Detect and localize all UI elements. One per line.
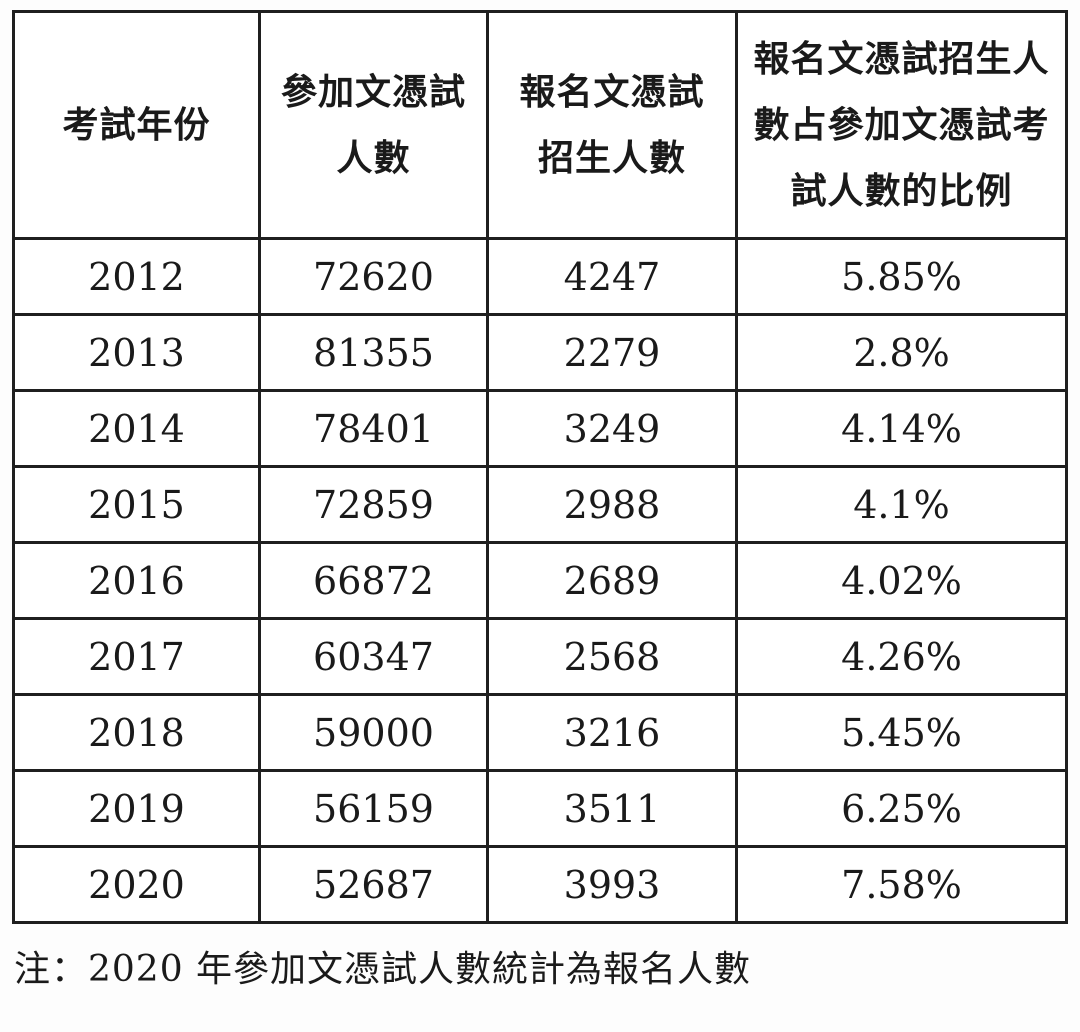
cell-applicants: 4247 xyxy=(486,237,738,316)
header-line: 參加文憑試 xyxy=(280,71,466,113)
header-line: 報名文憑試 xyxy=(519,71,705,113)
header-line: 招生人數 xyxy=(537,137,686,179)
document-page: 考試年份 參加文憑試 人數 報名文憑試 招生人數 報名文憑試招生人 數占參加文憑… xyxy=(0,10,1080,1032)
cell-applicants: 3216 xyxy=(486,693,738,772)
cell-candidates: 72620 xyxy=(258,237,489,316)
cell-candidates: 60347 xyxy=(258,617,489,696)
cell-ratio: 5.45% xyxy=(735,693,1068,772)
cell-candidates: 81355 xyxy=(258,313,489,392)
table-row: 2014 78401 3249 4.14% xyxy=(12,389,1068,468)
cell-applicants: 3511 xyxy=(486,769,738,848)
table-row: 2018 59000 3216 5.45% xyxy=(12,693,1068,772)
cell-applicants: 3993 xyxy=(486,845,738,924)
table-row: 2016 66872 2689 4.02% xyxy=(12,541,1068,620)
cell-ratio: 4.02% xyxy=(735,541,1068,620)
cell-candidates: 59000 xyxy=(258,693,489,772)
cell-applicants: 2279 xyxy=(486,313,738,392)
cell-ratio: 4.14% xyxy=(735,389,1068,468)
cell-applicants: 2689 xyxy=(486,541,738,620)
footnote: 注：2020 年參加文憑試人數統計為報名人數 xyxy=(14,949,752,990)
cell-ratio: 4.26% xyxy=(735,617,1068,696)
header-line: 試人數的比例 xyxy=(790,170,1013,212)
cell-ratio: 7.58% xyxy=(735,845,1068,924)
col-header-exam-year: 考試年份 xyxy=(12,10,261,240)
cell-candidates: 72859 xyxy=(258,465,489,544)
cell-applicants: 2568 xyxy=(486,617,738,696)
cell-ratio: 2.8% xyxy=(735,313,1068,392)
col-header-ratio: 報名文憑試招生人 數占參加文憑試考 試人數的比例 xyxy=(735,10,1068,240)
header-line: 報名文憑試招生人 xyxy=(753,38,1050,80)
cell-ratio: 4.1% xyxy=(735,465,1068,544)
cell-year: 2020 xyxy=(12,845,261,924)
cell-candidates: 66872 xyxy=(258,541,489,620)
cell-year: 2019 xyxy=(12,769,261,848)
cell-year: 2018 xyxy=(12,693,261,772)
table-row: 2013 81355 2279 2.8% xyxy=(12,313,1068,392)
cell-applicants: 3249 xyxy=(486,389,738,468)
table-row: 2020 52687 3993 7.58% xyxy=(12,845,1068,924)
cell-ratio: 5.85% xyxy=(735,237,1068,316)
table-row: 2017 60347 2568 4.26% xyxy=(12,617,1068,696)
table-header-row: 考試年份 參加文憑試 人數 報名文憑試 招生人數 報名文憑試招生人 數占參加文憑… xyxy=(12,10,1068,240)
cell-candidates: 78401 xyxy=(258,389,489,468)
cell-year: 2012 xyxy=(12,237,261,316)
cell-candidates: 56159 xyxy=(258,769,489,848)
cell-year: 2013 xyxy=(12,313,261,392)
cell-year: 2016 xyxy=(12,541,261,620)
cell-year: 2015 xyxy=(12,465,261,544)
header-line: 數占參加文憑試考 xyxy=(753,104,1050,146)
cell-year: 2017 xyxy=(12,617,261,696)
col-header-candidates: 參加文憑試 人數 xyxy=(258,10,489,240)
table-row: 2019 56159 3511 6.25% xyxy=(12,769,1068,848)
header-line: 人數 xyxy=(336,137,411,179)
header-line: 考試年份 xyxy=(62,104,211,146)
cell-candidates: 52687 xyxy=(258,845,489,924)
exam-statistics-table: 考試年份 參加文憑試 人數 報名文憑試 招生人數 報名文憑試招生人 數占參加文憑… xyxy=(12,10,1068,924)
cell-applicants: 2988 xyxy=(486,465,738,544)
table-row: 2015 72859 2988 4.1% xyxy=(12,465,1068,544)
cell-year: 2014 xyxy=(12,389,261,468)
cell-ratio: 6.25% xyxy=(735,769,1068,848)
col-header-applicants: 報名文憑試 招生人數 xyxy=(486,10,738,240)
table-row: 2012 72620 4247 5.85% xyxy=(12,237,1068,316)
